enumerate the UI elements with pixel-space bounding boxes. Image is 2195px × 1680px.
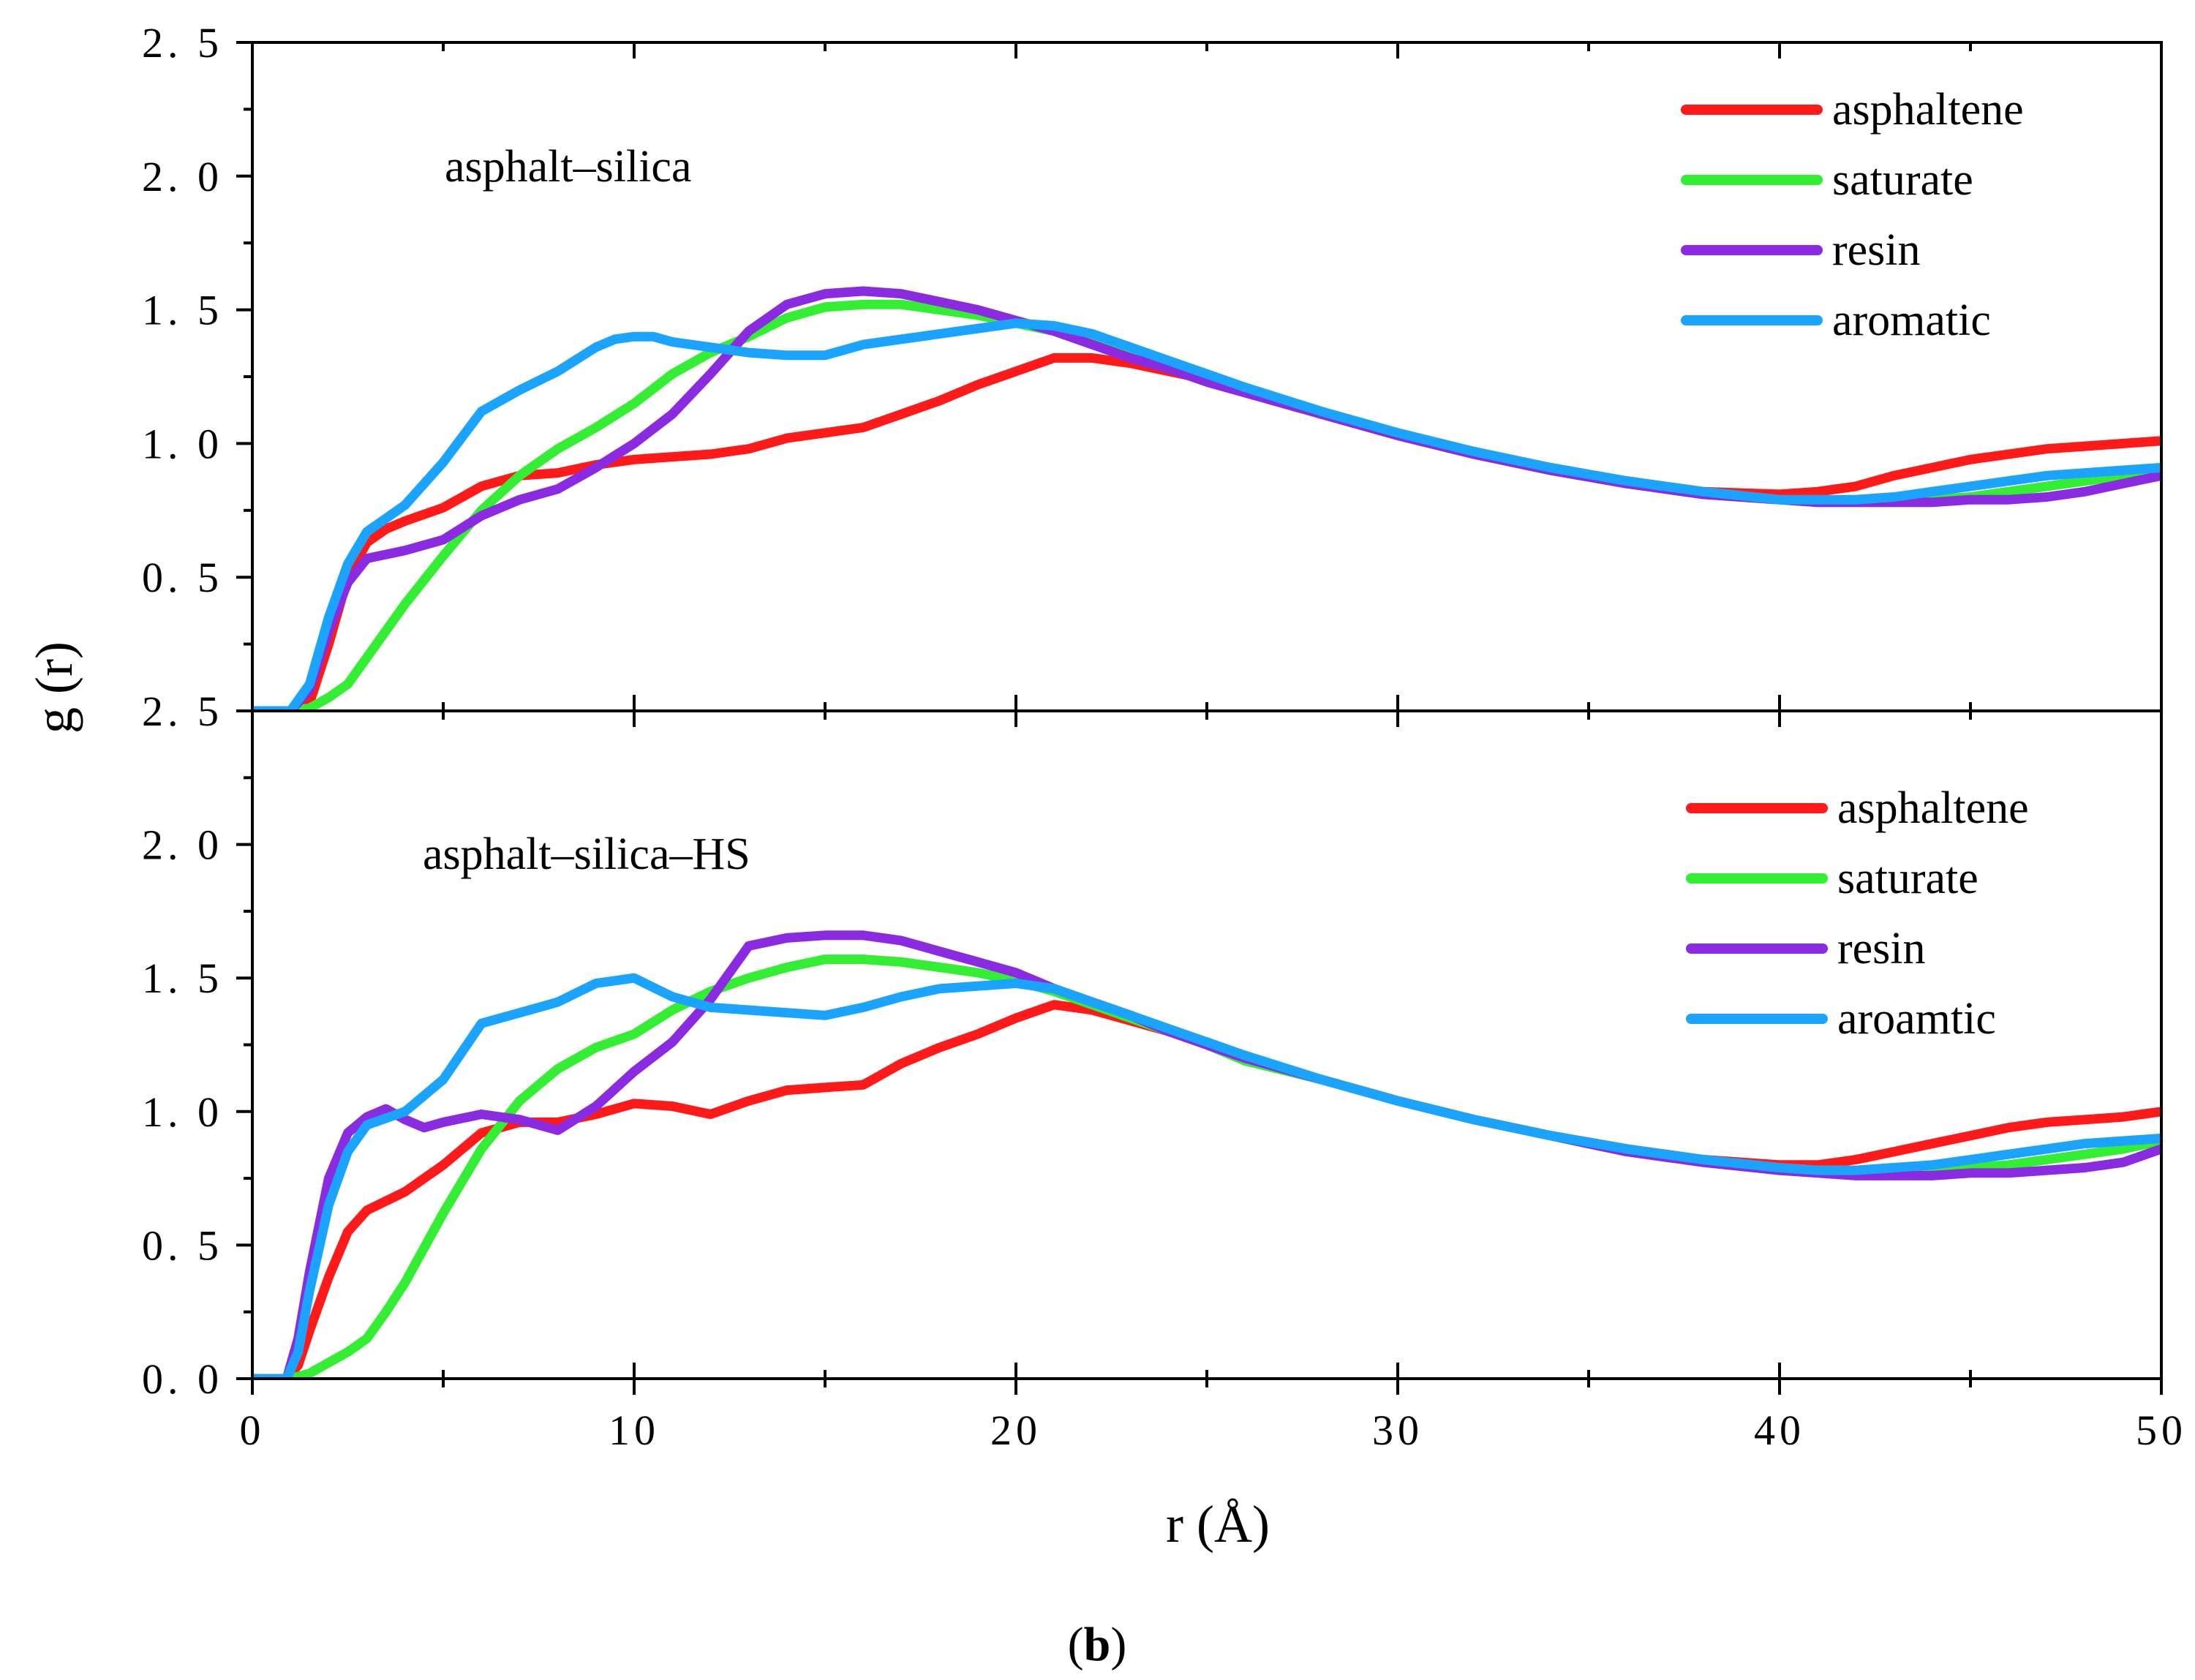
x-axis-title: r (Å) [1166, 1495, 1270, 1553]
series-line-aromatic-top [252, 318, 2161, 711]
y-tick-label-top: 2. 5 [142, 688, 223, 735]
figure-label-close: ) [1110, 1618, 1126, 1671]
legend-label-asphaltene-top: asphaltene [1832, 85, 2024, 135]
legend-bottom: asphaltene saturate resin aroamtic [1686, 783, 2029, 1044]
panel-label-bottom: asphalt–silica–HS [423, 829, 750, 879]
series-line-aroamtic-bottom [252, 973, 2161, 1379]
y-tick-label-bottom: 0. 5 [142, 1221, 223, 1269]
y-tick-label-bottom: 0. 0 [142, 1355, 223, 1403]
x-tick-label: 20 [990, 1406, 1042, 1454]
x-tick-label: 40 [1754, 1406, 1805, 1454]
panel-top: 2. 5 0. 5 1. 0 1. 5 2. 0 2. 5 asphalt–silica as… [142, 19, 2163, 735]
series-group-top [252, 286, 2161, 711]
series-line-asphaltene-top [252, 353, 2161, 711]
legend-top: asphaltene saturate resin aromatic [1681, 85, 2024, 345]
x-tick-label: 0 [240, 1406, 266, 1454]
legend-label-resin-top: resin [1832, 225, 1921, 275]
y-tick-label-top: 1. 5 [142, 287, 223, 334]
legend-label-saturate-top: saturate [1832, 155, 1973, 205]
y-tick-label-bottom: 1. 0 [142, 1088, 223, 1136]
series-line-asphaltene-bottom [252, 1000, 2161, 1379]
panel-bottom: 0. 0 0. 5 1. 0 1. 5 2. 0 0 10 20 30 40 50 asphalt–s… [142, 709, 2187, 1454]
figure-label-open: ( [1068, 1618, 1084, 1671]
y-tick-label-top: 0. 5 [142, 554, 223, 601]
legend-label-aromatic-top: aromatic [1832, 295, 1991, 345]
legend-label-resin-bottom: resin [1837, 924, 1926, 973]
y-tick-label-bottom: 2. 0 [142, 821, 223, 869]
legend-label-asphaltene-bottom: asphaltene [1837, 783, 2029, 833]
series-line-resin-bottom [252, 930, 2161, 1379]
figure-label: (b) [1068, 1618, 1127, 1671]
y-axis-title: g (r) [25, 641, 83, 734]
figure-label-letter: b [1084, 1618, 1111, 1671]
x-tick-label: 50 [2136, 1406, 2187, 1454]
series-group-bottom [252, 930, 2161, 1379]
y-tick-label-bottom: 1. 5 [142, 954, 223, 1002]
y-tick-label-top: 2. 5 [142, 19, 223, 67]
x-tick-label: 10 [609, 1406, 660, 1454]
y-tick-label-top: 2. 0 [142, 153, 223, 200]
panel-label-top: asphalt–silica [445, 142, 691, 192]
y-tick-label-top: 1. 0 [142, 420, 223, 467]
legend-label-saturate-bottom: saturate [1837, 854, 1978, 903]
legend-label-aroamtic-bottom: aroamtic [1837, 994, 1996, 1044]
x-tick-label: 30 [1372, 1406, 1423, 1454]
